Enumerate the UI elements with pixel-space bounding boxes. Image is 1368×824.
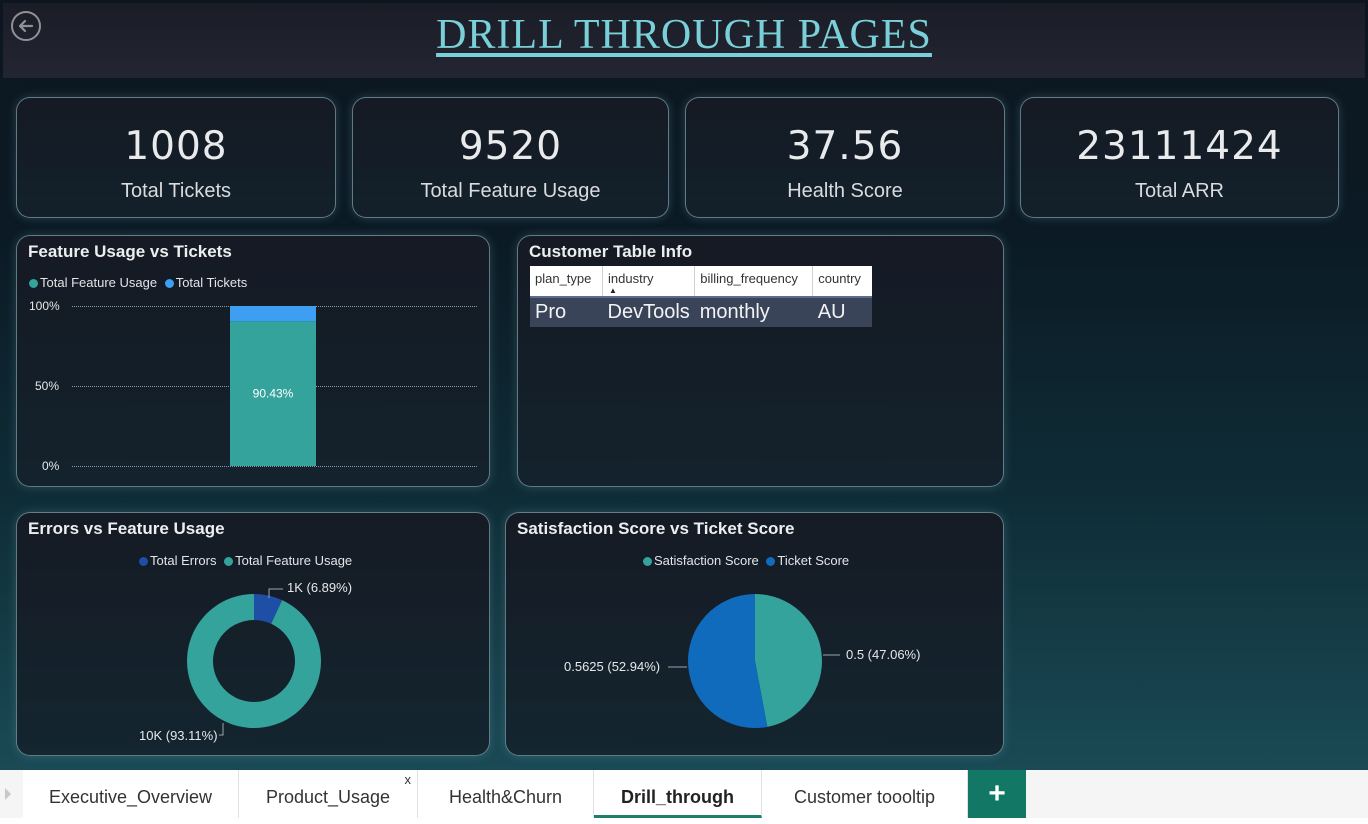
table-cell: DevTools xyxy=(602,296,695,327)
column-header-industry[interactable]: industry ▲ xyxy=(602,266,696,297)
pie-plot xyxy=(668,594,840,728)
legend-label: Total Feature Usage xyxy=(40,275,158,290)
tab-customer-tooltip[interactable]: Customer toooltip xyxy=(762,770,968,818)
legend-label: Total Errors xyxy=(150,553,217,568)
feature-usage-chart-panel[interactable]: Feature Usage vs Tickets Total Feature U… xyxy=(16,235,490,487)
kpi-label: Total Feature Usage xyxy=(420,180,601,202)
errors-chart-panel[interactable]: Errors vs Feature Usage Total Errors Tot… xyxy=(16,512,490,756)
leader-line xyxy=(219,723,224,736)
legend-dot-feature-usage xyxy=(224,557,234,566)
bar-segment-feature-usage xyxy=(230,321,316,466)
sort-ascending-icon: ▲ xyxy=(609,286,617,295)
legend-dot-errors xyxy=(139,557,148,566)
chart-legend: Satisfaction Score Ticket Score xyxy=(643,553,849,568)
tab-label: Product_Usage xyxy=(265,787,391,807)
legend-label: Total Tickets xyxy=(175,275,248,290)
kpi-label: Total ARR xyxy=(1135,180,1224,202)
legend-label: Total Feature Usage xyxy=(235,553,353,568)
tab-label: Customer toooltip xyxy=(793,787,936,807)
customer-table: plan_type industry ▲ billing_frequency co… xyxy=(530,266,873,327)
satisfaction-chart-panel[interactable]: Satisfaction Score vs Ticket Score Satis… xyxy=(505,512,1004,756)
column-header-billing-frequency[interactable]: billing_frequency xyxy=(694,266,814,297)
chart-title: Feature Usage vs Tickets xyxy=(28,242,232,261)
table-cell: AU xyxy=(812,296,873,327)
pie-slice-ticket-score xyxy=(687,594,768,728)
tab-drill-through[interactable]: Drill_through xyxy=(594,770,762,818)
table-title: Customer Table Info xyxy=(529,242,693,261)
legend-label: Satisfaction Score xyxy=(654,553,759,568)
kpi-card-total-tickets[interactable]: 1008 Total Tickets xyxy=(16,97,336,218)
table-row[interactable]: Pro DevTools monthly AU xyxy=(530,296,873,327)
header-label: industry xyxy=(608,270,654,286)
report-canvas: DRILL THROUGH PAGES 1008 Total Tickets 9… xyxy=(0,0,1368,770)
kpi-label: Health Score xyxy=(787,180,903,202)
add-page-button[interactable]: + xyxy=(968,770,1026,818)
kpi-value: 9520 xyxy=(458,124,563,169)
back-button[interactable] xyxy=(11,11,41,41)
kpi-card-total-arr[interactable]: 23111424 Total ARR xyxy=(1020,97,1339,218)
kpi-card-total-feature-usage[interactable]: 9520 Total Feature Usage xyxy=(352,97,669,218)
legend-dot-feature-usage xyxy=(29,279,38,288)
tab-label: Drill_through xyxy=(621,787,734,807)
gridline xyxy=(72,466,477,467)
legend-dot-ticket-score xyxy=(766,557,776,566)
tab-label: Health&Churn xyxy=(448,787,563,807)
tab-label: Executive_Overview xyxy=(48,787,213,807)
title-bar: DRILL THROUGH PAGES xyxy=(3,3,1365,78)
chart-legend: Total Errors Total Feature Usage xyxy=(139,553,352,568)
y-tick-label: 100% xyxy=(29,299,60,313)
y-tick-label: 50% xyxy=(35,379,60,393)
arrow-left-icon xyxy=(18,19,34,33)
kpi-card-health-score[interactable]: 37.56 Health Score xyxy=(685,97,1005,218)
pie-slice-satisfaction xyxy=(755,594,822,727)
legend-dot-tickets xyxy=(164,279,174,288)
data-label-satisfaction: 0.5 (47.06%) xyxy=(846,647,921,662)
legend-dot-satisfaction xyxy=(643,557,652,566)
bar-segment-tickets xyxy=(230,306,316,322)
data-label-errors: 1K (6.89%) xyxy=(287,580,353,595)
chart-legend: Total Feature Usage Total Tickets xyxy=(29,275,247,290)
close-icon[interactable]: x xyxy=(404,772,412,787)
chart-title: Errors vs Feature Usage xyxy=(28,519,225,538)
kpi-value: 23111424 xyxy=(1076,124,1283,169)
donut-slice-feature-usage xyxy=(187,594,321,728)
column-header-plan-type[interactable]: plan_type xyxy=(530,266,603,297)
kpi-value: 1008 xyxy=(124,124,228,169)
kpi-value: 37.56 xyxy=(786,124,904,169)
donut-plot xyxy=(187,588,321,736)
table-cell: monthly xyxy=(694,296,813,327)
tab-product-usage[interactable]: Product_Usage x xyxy=(239,770,418,818)
kpi-label: Total Tickets xyxy=(120,180,232,202)
legend-label: Ticket Score xyxy=(777,553,850,568)
data-label-feature-usage: 10K (93.11%) xyxy=(139,728,218,743)
tab-health-churn[interactable]: Health&Churn xyxy=(418,770,594,818)
table-cell: Pro xyxy=(530,296,603,327)
tab-executive-overview[interactable]: Executive_Overview xyxy=(23,770,239,818)
column-header-country[interactable]: country xyxy=(812,266,873,297)
data-label-ticket-score: 0.5625 (52.94%) xyxy=(564,659,661,674)
bar-data-label: 90.43% xyxy=(253,387,294,401)
leader-line xyxy=(268,588,283,598)
chart-title: Satisfaction Score vs Ticket Score xyxy=(517,519,795,538)
stacked-bar-plot: 90.43% xyxy=(230,306,316,466)
page-title: DRILL THROUGH PAGES xyxy=(436,12,932,58)
donut-slice-errors xyxy=(254,594,283,624)
scroll-left-icon[interactable] xyxy=(5,788,11,800)
y-tick-label: 0% xyxy=(42,459,60,473)
customer-table-panel[interactable]: Customer Table Info plan_type industry ▲ … xyxy=(517,235,1004,487)
page-tab-bar: Executive_Overview Product_Usage x Health… xyxy=(0,770,1368,818)
